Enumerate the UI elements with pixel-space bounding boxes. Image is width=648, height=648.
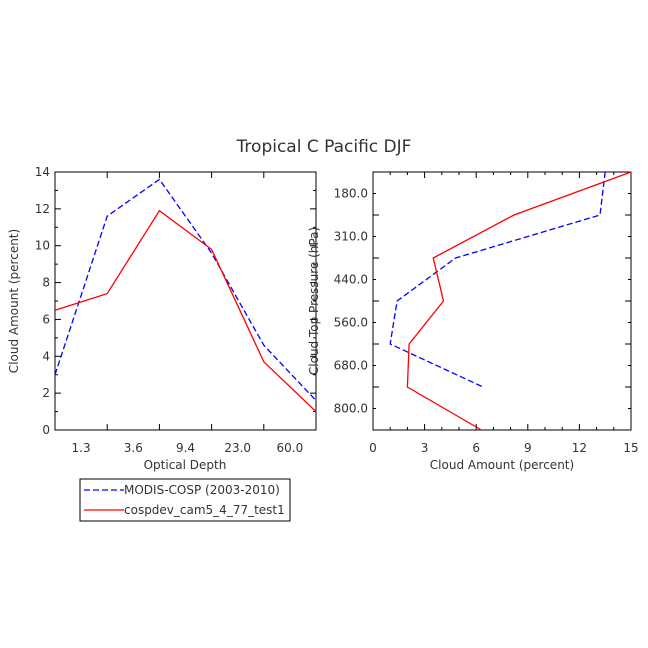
left-x-tick-label: 1.3 bbox=[72, 441, 91, 455]
legend: MODIS-COSP (2003-2010) cospdev_cam5_4_77… bbox=[79, 478, 291, 522]
left-y-tick-label: 0 bbox=[42, 423, 50, 437]
left-series-model-line bbox=[54, 209, 317, 413]
left-y-tick-label: 2 bbox=[42, 386, 50, 400]
right-y-tick-label: 680.0 bbox=[334, 359, 368, 373]
right-y-tick-label: 310.0 bbox=[334, 230, 368, 244]
legend-box bbox=[79, 478, 291, 522]
right-x-tick-label: 9 bbox=[524, 441, 532, 455]
left-y-tick-label: 8 bbox=[42, 276, 50, 290]
right-series-modis-line bbox=[389, 171, 606, 388]
left-series-modis-line bbox=[54, 178, 317, 401]
right-x-tick-label: 15 bbox=[623, 441, 638, 455]
right-x-axis-label: Cloud Amount (percent) bbox=[430, 458, 574, 472]
legend-modis-label: MODIS-COSP (2003-2010) bbox=[124, 483, 280, 497]
left-y-tick-label: 14 bbox=[35, 165, 50, 179]
right-x-tick-label: 12 bbox=[572, 441, 587, 455]
right-y-tick-label: 180.0 bbox=[334, 187, 368, 201]
left-y-tick-label: 6 bbox=[42, 312, 50, 326]
left-panel: 0 2 4 6 8 10 12 14 1.3 3.6 9.4 23.0 60.0 Optical Dep… bbox=[7, 165, 317, 472]
right-y-axis-label: Cloud Top Pressure (hPa) bbox=[307, 227, 321, 375]
legend-model-label: cospdev_cam5_4_77_test1 bbox=[124, 503, 285, 517]
right-series-model-line bbox=[406, 171, 632, 431]
right-x-tick-label: 3 bbox=[421, 441, 429, 455]
left-x-tick-label: 3.6 bbox=[124, 441, 143, 455]
right-x-tick-label: 0 bbox=[369, 441, 377, 455]
left-y-tick-label: 10 bbox=[35, 239, 50, 253]
right-y-tick-label: 560.0 bbox=[334, 316, 368, 330]
left-x-tick-label: 60.0 bbox=[277, 441, 304, 455]
right-y-tick-label: 440.0 bbox=[334, 273, 368, 287]
left-y-tick-label: 4 bbox=[42, 349, 50, 363]
right-y-tick-label: 800.0 bbox=[334, 402, 368, 416]
left-y-tick-label: 12 bbox=[35, 202, 50, 216]
left-x-tick-label: 23.0 bbox=[224, 441, 251, 455]
chart-title: Tropical C Pacific DJF bbox=[236, 137, 412, 157]
right-x-tick-label: 6 bbox=[472, 441, 480, 455]
left-x-tick-label: 9.4 bbox=[176, 441, 195, 455]
right-panel: 0 3 6 9 12 15 180.0 310.0 440.0 560.0 680.0 800.0 C… bbox=[307, 171, 639, 472]
left-plot-frame bbox=[54, 171, 317, 431]
left-x-axis-label: Optical Depth bbox=[144, 458, 227, 472]
right-plot-frame bbox=[372, 171, 632, 431]
left-y-axis-label: Cloud Amount (percent) bbox=[7, 229, 21, 373]
